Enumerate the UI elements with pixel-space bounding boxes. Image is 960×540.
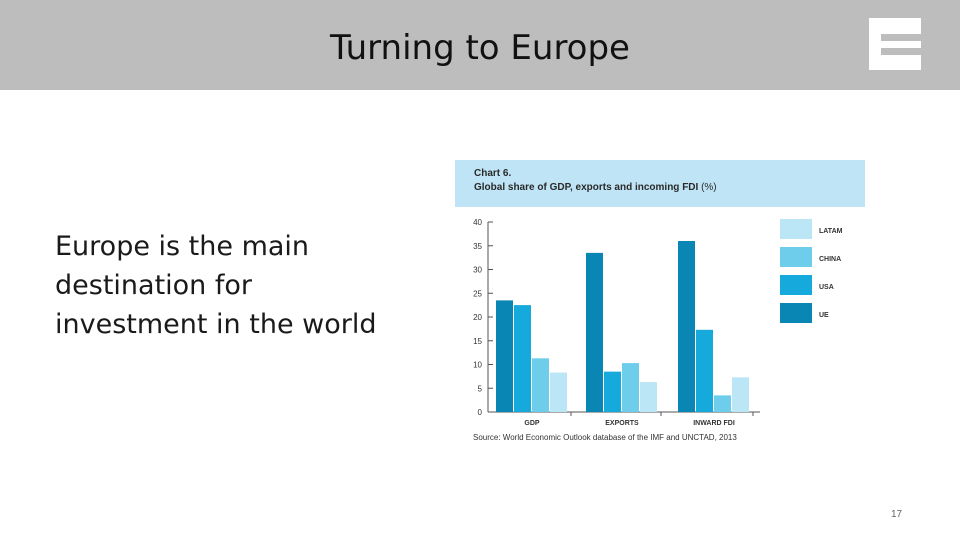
y-tick-label: 25 [473, 289, 482, 298]
y-tick-label: 5 [478, 384, 483, 393]
bar-ue-1 [586, 252, 603, 412]
legend-swatch-china [780, 247, 812, 267]
chart-banner: Chart 6. Global share of GDP, exports an… [455, 160, 865, 207]
legend-label-latam: LATAM [819, 228, 843, 235]
chart-title-text: Global share of GDP, exports and incomin… [474, 182, 699, 193]
legend-swatch-ue [780, 303, 812, 323]
bar-chart: 0 5 10 15 20 25 30 35 40 GDP EXPORTS INWARD FDI LATA… [473, 218, 843, 427]
chart-title: Global share of GDP, exports and incomin… [474, 182, 717, 193]
chart-unit: (%) [701, 182, 717, 193]
bar-china-2 [714, 395, 731, 412]
bar-china-1 [622, 363, 639, 412]
y-tick-label: 20 [473, 313, 482, 322]
bar-latam-2 [732, 377, 749, 412]
y-tick-label: 30 [473, 266, 482, 275]
legend-swatch-latam [780, 219, 812, 239]
letter-e-logo-icon [869, 18, 921, 70]
body-text: Europe is the main destination for inves… [55, 231, 377, 340]
slide-header: Turning to Europe [0, 0, 960, 90]
legend-label-ue: UE [819, 312, 829, 319]
bar-latam-0 [550, 372, 567, 412]
bar-china-0 [532, 358, 549, 412]
bar-usa-2 [696, 329, 713, 412]
bar-ue-2 [678, 241, 695, 412]
bar-latam-1 [640, 382, 657, 412]
x-category-label: GDP [524, 420, 540, 427]
y-tick-label: 15 [473, 337, 482, 346]
legend-label-usa: USA [819, 284, 834, 291]
y-tick-label: 0 [478, 408, 483, 417]
x-category-label: INWARD FDI [693, 420, 735, 427]
y-tick-label: 10 [473, 361, 482, 370]
chart-label: Chart 6. [474, 168, 512, 179]
slide-title: Turning to Europe [330, 28, 630, 68]
chart-source: Source: World Economic Outlook database … [473, 433, 737, 442]
page-number: 17 [891, 509, 903, 520]
y-tick-label: 40 [473, 218, 482, 227]
bar-usa-1 [604, 371, 621, 412]
legend-swatch-usa [780, 275, 812, 295]
bar-ue-0 [496, 300, 513, 412]
x-category-label: EXPORTS [605, 420, 639, 427]
bar-usa-0 [514, 305, 531, 412]
y-tick-label: 35 [473, 242, 482, 251]
legend-label-china: CHINA [819, 256, 841, 263]
